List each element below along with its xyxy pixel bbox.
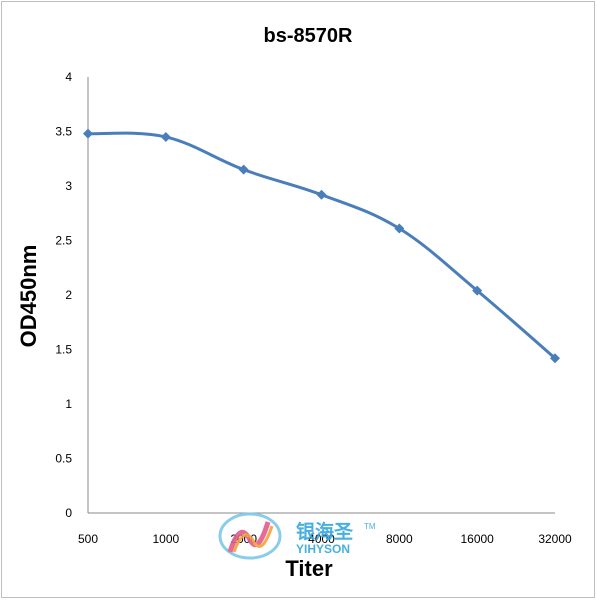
data-point-marker <box>394 223 405 234</box>
y-tick-label: 1 <box>65 397 72 411</box>
x-tick-label: 32000 <box>538 532 572 546</box>
data-point-marker <box>472 285 483 296</box>
watermark-wave-icon-2 <box>232 525 274 553</box>
series-group <box>83 128 560 364</box>
y-tick-label: 0.5 <box>55 452 72 466</box>
watermark-wave-icon <box>227 521 271 553</box>
data-point-marker <box>83 128 93 139</box>
x-tick-label: 8000 <box>386 532 413 546</box>
data-point-marker <box>238 164 249 175</box>
x-axis-title: Titer <box>285 556 333 581</box>
y-tick-labels: 0 0.5 1 1.5 2 2.5 3 3.5 4 <box>55 70 72 520</box>
y-tick-label: 4 <box>65 70 72 84</box>
x-tick-label: 4000 <box>308 532 335 546</box>
y-tick-label: 3 <box>65 179 72 193</box>
x-tick-label: 16000 <box>460 532 494 546</box>
data-point-marker <box>316 189 327 200</box>
y-tick-label: 2 <box>65 288 72 302</box>
watermark-english: YIHYSON <box>296 542 350 556</box>
watermark-ring <box>218 512 282 560</box>
x-tick-label: 1000 <box>152 532 179 546</box>
y-tick-label: 3.5 <box>55 125 72 139</box>
watermark-chinese: 银海圣 <box>296 520 354 543</box>
chart-title: bs-8570R <box>264 25 353 47</box>
watermark-logo: 银海圣 TM YIHYSON <box>218 512 376 560</box>
y-tick-label: 0 <box>65 506 72 520</box>
y-axis-title: OD450nm <box>16 245 41 348</box>
y-tick-label: 2.5 <box>55 234 72 248</box>
x-tick-label: 500 <box>78 532 98 546</box>
watermark-tm: TM <box>364 522 376 531</box>
series-line <box>87 131 556 360</box>
data-point-marker <box>550 353 560 364</box>
data-point-marker <box>160 131 171 142</box>
y-tick-label: 1.5 <box>55 343 72 357</box>
